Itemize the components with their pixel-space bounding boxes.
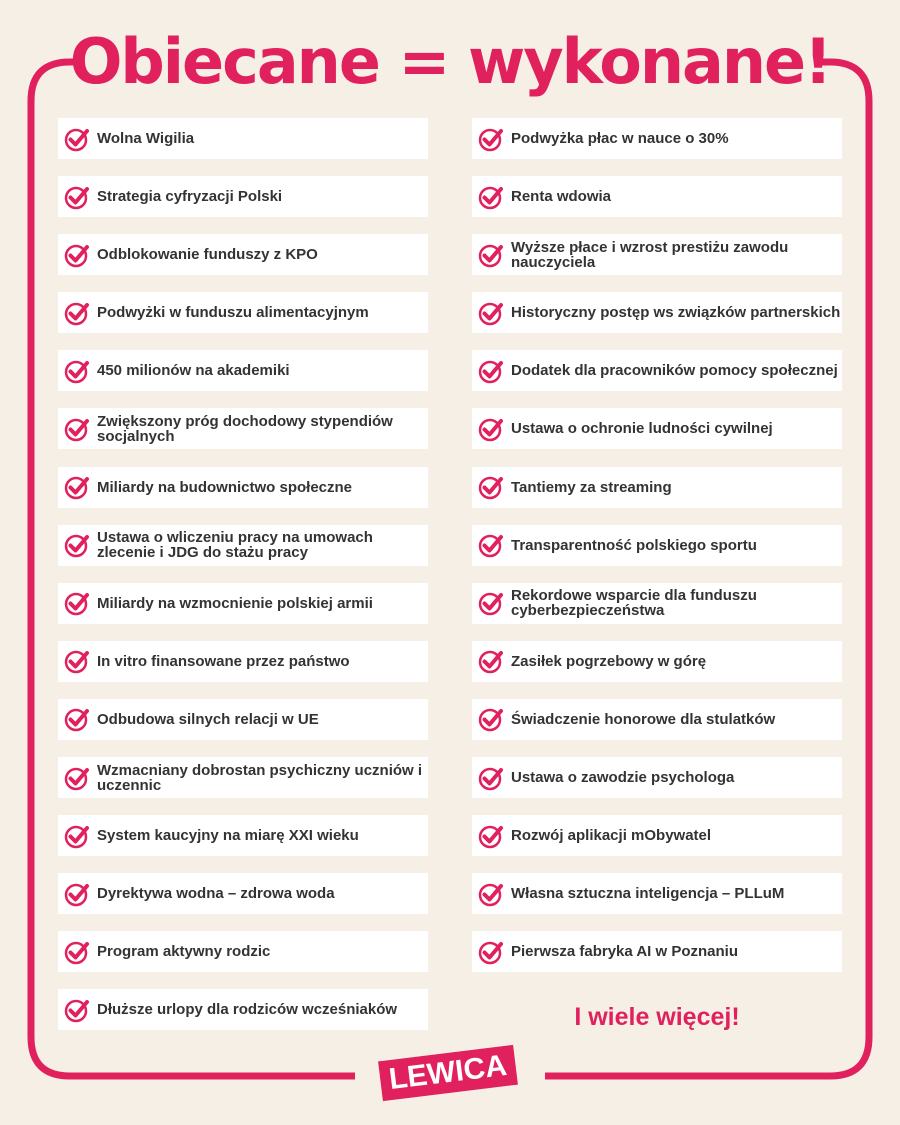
- check-circle-icon: [64, 184, 90, 210]
- list-item-label: Wolna Wigilia: [97, 130, 195, 147]
- list-item: Odbudowa silnych relacji w UE: [58, 698, 428, 740]
- list-item-label: Własna sztuczna inteligencja – PLLuM: [511, 885, 785, 903]
- list-item-label: Historyczny postęp ws związków partnersk…: [511, 304, 841, 322]
- check-circle-icon: [478, 706, 504, 732]
- list-item: Dodatek dla pracowników pomocy społeczne…: [472, 350, 842, 392]
- check-circle-icon: [64, 532, 90, 558]
- check-circle-icon: [64, 126, 90, 152]
- list-item: Renta wdowia: [472, 176, 842, 218]
- check-circle-icon: [64, 881, 90, 907]
- check-circle-icon: [478, 184, 504, 210]
- check-circle-icon: [478, 358, 504, 384]
- check-circle-icon: [64, 358, 90, 384]
- list-item: Dłuższe urlopy dla rodziców wcześniaków: [58, 989, 428, 1031]
- list-item: Miliardy na wzmocnienie polskiej armii: [58, 582, 428, 624]
- more-text: I wiele więcej!: [574, 1003, 740, 1031]
- list-item-label: Miliardy na budownictwo społeczne: [97, 478, 353, 496]
- check-circle-icon: [64, 416, 90, 442]
- check-circle-icon: [478, 416, 504, 442]
- check-circle-icon: [64, 765, 90, 791]
- list-item: Transparentność polskiego sportu: [472, 524, 842, 566]
- list-item: Ustawa o zawodzie psychologa: [472, 757, 842, 799]
- check-circle-icon: [64, 939, 90, 965]
- check-circle-icon: [478, 532, 504, 558]
- check-circle-icon: [478, 939, 504, 965]
- list-item: In vitro finansowane przez państwo: [58, 640, 428, 682]
- list-item: Podwyżka płac w nauce o 30%: [472, 118, 842, 159]
- list-item: Wzmacniany dobrostan psychiczny uczniów …: [58, 757, 428, 799]
- list-item: Własna sztuczna inteligencja – PLLuM: [472, 873, 842, 915]
- list-item: Rozwój aplikacji mObywatel: [472, 815, 842, 857]
- list-item-label: Ustawa o ochronie ludności cywilnej: [511, 420, 773, 438]
- list-item-label: Renta wdowia: [511, 188, 612, 206]
- list-item-label: Strategia cyfryzacji Polski: [97, 188, 283, 206]
- left-list: Wolna Wigilia Strategia cyfryzacji Polski…: [58, 118, 428, 1048]
- list-item-label: Ustawa o wliczeniu pracy na umowach zlec…: [97, 529, 373, 562]
- list-item: Wyższe płace i wzrost prestiżu zawodu na…: [472, 234, 842, 276]
- check-circle-icon: [64, 300, 90, 326]
- list-item-label: Wzmacniany dobrostan psychiczny uczniów …: [97, 761, 423, 794]
- list-item: Miliardy na budownictwo społeczne: [58, 466, 428, 508]
- list-item: 450 milionów na akademiki: [58, 350, 428, 392]
- list-item-label: Tantiemy za streaming: [511, 478, 672, 496]
- list-item: Podwyżki w funduszu alimentacyjnym: [58, 292, 428, 334]
- list-item-label: Rozwój aplikacji mObywatel: [511, 827, 712, 845]
- list-item: Ustawa o ochronie ludności cywilnej: [472, 408, 842, 450]
- list-item: Program aktywny rodzic: [58, 931, 428, 973]
- check-circle-icon: [64, 997, 90, 1023]
- page-title: Obiecane = wykonane!: [69, 25, 833, 98]
- list-item-label: Miliardy na wzmocnienie polskiej armii: [97, 594, 373, 612]
- list-item: System kaucyjny na miarę XXI wieku: [58, 815, 428, 857]
- list-item: Ustawa o wliczeniu pracy na umowach zlec…: [58, 524, 428, 566]
- list-item-label: Transparentność polskiego sportu: [511, 536, 757, 554]
- check-circle-icon: [478, 823, 504, 849]
- check-circle-icon: [64, 706, 90, 732]
- right-list: Podwyżka płac w nauce o 30% Renta wdowia W…: [472, 118, 842, 989]
- check-circle-icon: [478, 300, 504, 326]
- check-circle-icon: [478, 648, 504, 674]
- list-item: Historyczny postęp ws związków partnersk…: [472, 292, 842, 334]
- list-item: Dyrektywa wodna – zdrowa woda: [58, 873, 428, 915]
- list-item: Tantiemy za streaming: [472, 466, 842, 508]
- check-circle-icon: [478, 881, 504, 907]
- check-circle-icon: [478, 126, 504, 152]
- list-item: Odblokowanie funduszy z KPO: [58, 234, 428, 276]
- list-item: Pierwsza fabryka AI w Poznaniu: [472, 931, 842, 973]
- check-circle-icon: [64, 823, 90, 849]
- list-item: Strategia cyfryzacji Polski: [58, 176, 428, 218]
- list-item: Zasiłek pogrzebowy w górę: [472, 640, 842, 682]
- list-item: Rekordowe wsparcie dla funduszu cyberbez…: [472, 582, 842, 624]
- list-item-label: Zasiłek pogrzebowy w górę: [511, 652, 707, 670]
- list-item-label: Odbudowa silnych relacji w UE: [97, 710, 319, 728]
- list-item-label: 450 milionów na akademiki: [97, 362, 290, 380]
- list-item-label: Świadczenie honorowe dla stulatków: [511, 710, 776, 728]
- list-item-label: Wyższe płace i wzrost prestiżu zawodu na…: [511, 238, 789, 271]
- list-item: Zwiększony próg dochodowy stypendiów soc…: [58, 408, 428, 450]
- list-item-label: Dyrektywa wodna – zdrowa woda: [97, 885, 335, 903]
- list-item-label: Dłuższe urlopy dla rodziców wcześniaków: [97, 1001, 398, 1019]
- check-circle-icon: [478, 474, 504, 500]
- list-item-label: Podwyżki w funduszu alimentacyjnym: [97, 304, 369, 322]
- check-circle-icon: [478, 590, 504, 616]
- check-circle-icon: [64, 590, 90, 616]
- list-item-label: Dodatek dla pracowników pomocy społeczne…: [511, 362, 838, 380]
- list-item-label: In vitro finansowane przez państwo: [97, 652, 350, 670]
- check-circle-icon: [64, 648, 90, 674]
- list-item-label: Odblokowanie funduszy z KPO: [97, 246, 318, 264]
- list-item-label: Rekordowe wsparcie dla funduszu cyberbez…: [511, 587, 757, 620]
- check-circle-icon: [64, 474, 90, 500]
- check-circle-icon: [478, 765, 504, 791]
- list-item-label: Program aktywny rodzic: [97, 943, 271, 961]
- list-item-label: Podwyżka płac w nauce o 30%: [511, 130, 729, 147]
- list-item-label: Ustawa o zawodzie psychologa: [511, 769, 735, 787]
- list-item: Świadczenie honorowe dla stulatków: [472, 698, 842, 740]
- list-item-label: System kaucyjny na miarę XXI wieku: [97, 827, 359, 845]
- check-circle-icon: [64, 242, 90, 268]
- list-item-label: Zwiększony próg dochodowy stypendiów soc…: [97, 412, 393, 445]
- list-item-label: Pierwsza fabryka AI w Poznaniu: [511, 943, 739, 961]
- check-circle-icon: [478, 242, 504, 268]
- list-item: Wolna Wigilia: [58, 118, 428, 159]
